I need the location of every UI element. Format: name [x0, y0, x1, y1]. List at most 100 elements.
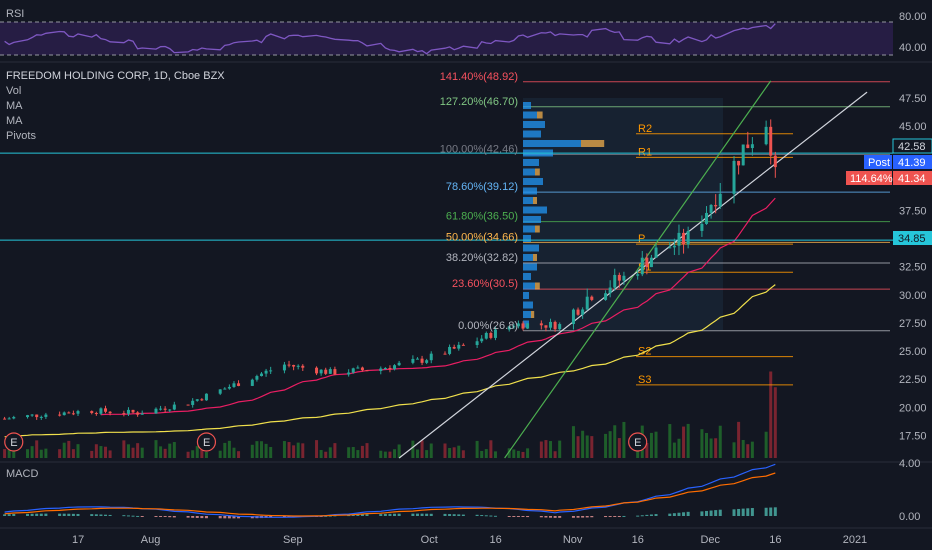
- macd-histogram-bar: [172, 516, 176, 518]
- macd-histogram-bar: [576, 516, 580, 518]
- candle-body: [333, 369, 337, 375]
- macd-histogram-bar: [649, 514, 653, 516]
- macd-histogram-bar: [581, 516, 585, 518]
- candle-body: [425, 360, 429, 363]
- earnings-marker: [628, 432, 648, 452]
- macd-histogram-bar: [126, 515, 130, 517]
- volume-bar: [769, 371, 773, 458]
- candle-body: [30, 414, 34, 416]
- macd-histogram-bar: [99, 514, 103, 516]
- volume-bar: [383, 451, 387, 458]
- candle-body: [122, 413, 126, 415]
- candle-body: [590, 296, 594, 300]
- volume-bar: [645, 443, 649, 458]
- macd-histogram-bar: [388, 513, 392, 516]
- candle-body: [521, 323, 525, 329]
- volume-profile-bar: [523, 140, 581, 147]
- macd-histogram-bar: [493, 515, 497, 517]
- indicator-ma-2[interactable]: MA: [6, 115, 23, 127]
- volume-profile-bar: [523, 263, 537, 271]
- macd-histogram-bar: [163, 516, 167, 517]
- fib-level-label: 23.60%(30.5): [452, 278, 518, 290]
- volume-bar: [232, 447, 236, 458]
- volume-bar: [255, 441, 259, 458]
- volume-bar: [259, 441, 263, 458]
- macd-histogram-bar: [512, 516, 516, 517]
- indicator-pivots[interactable]: Pivots: [6, 130, 36, 142]
- volume-bar: [296, 442, 300, 458]
- post-value-text: 41.39: [898, 157, 926, 169]
- macd-histogram-bar: [714, 510, 718, 516]
- last-price-badge: [893, 171, 932, 185]
- volume-bar: [154, 440, 158, 458]
- volume-bar: [452, 447, 456, 458]
- volume-profile-zone: [523, 98, 723, 330]
- volume-profile-bar: [523, 244, 539, 252]
- volume-profile-bar: [523, 206, 547, 214]
- volume-bar: [709, 438, 713, 458]
- price-tick: 30.00: [899, 290, 927, 302]
- volume-profile-bar: [523, 311, 531, 318]
- volume-bar: [425, 450, 429, 458]
- volume-bar: [58, 449, 62, 458]
- macd-histogram-bar: [544, 516, 548, 518]
- macd-histogram-bar: [108, 514, 112, 516]
- volume-bar: [544, 440, 548, 458]
- post-value-badge: [893, 155, 932, 169]
- volume-profile-bar: [523, 197, 533, 204]
- macd-histogram-bar: [397, 513, 401, 516]
- rsi-line: [4, 23, 776, 55]
- trendline-green[interactable]: [504, 80, 772, 459]
- volume-profile-bar: [523, 254, 533, 261]
- volume-bar: [516, 450, 520, 458]
- candle-body: [461, 344, 465, 346]
- candle-body: [328, 369, 332, 374]
- volume-bar: [475, 440, 479, 458]
- volume-bar: [741, 439, 745, 458]
- volume-bar: [411, 440, 415, 458]
- time-tick: Dec: [700, 534, 720, 546]
- candle-body: [714, 204, 718, 207]
- volume-bar: [186, 451, 190, 458]
- volume-profile-bar-sell: [535, 225, 540, 233]
- volume-bar: [223, 442, 227, 458]
- candle-body: [668, 247, 672, 249]
- price-tick: 27.50: [899, 318, 927, 330]
- macd-label: MACD: [6, 468, 38, 480]
- volume-bar: [131, 447, 135, 458]
- candle-body: [7, 418, 11, 420]
- candle-body: [191, 400, 195, 405]
- trendline-white[interactable]: [398, 91, 868, 459]
- candle-body: [388, 367, 392, 370]
- time-tick: Aug: [141, 534, 161, 546]
- macd-histogram-bar: [232, 516, 236, 519]
- volume-bar: [604, 433, 608, 458]
- time-axis[interactable]: 17 Aug Sep Oct 16 Nov 16 Dec 16 2021: [72, 534, 867, 546]
- volume-bar: [287, 442, 291, 458]
- macd-histogram-bar: [39, 513, 43, 516]
- candle-body: [12, 417, 16, 419]
- indicator-vol[interactable]: Vol: [6, 85, 21, 97]
- macd-histogram-bar: [35, 513, 39, 516]
- macd-histogram-bar: [30, 513, 34, 516]
- macd-histogram-bar: [191, 516, 195, 518]
- macd-histogram-bar: [516, 516, 520, 517]
- volume-bar: [617, 438, 621, 458]
- candle-body: [296, 365, 300, 367]
- pivot-label: R2: [638, 123, 652, 135]
- candle-body: [732, 160, 736, 194]
- volume-profile-bar: [523, 121, 545, 128]
- volume-profile-bar-sell: [535, 282, 540, 290]
- indicator-ma-1[interactable]: MA: [6, 100, 23, 112]
- candle-body: [489, 332, 493, 338]
- post-badge: [864, 155, 892, 169]
- volume-bar: [507, 448, 511, 458]
- candle-body: [237, 383, 241, 386]
- candle-body: [200, 399, 204, 401]
- candle-body: [319, 369, 323, 374]
- fib-level-label: 141.40%(48.92): [440, 71, 518, 83]
- candle-body: [195, 399, 199, 401]
- macd-histogram-bar: [356, 514, 360, 516]
